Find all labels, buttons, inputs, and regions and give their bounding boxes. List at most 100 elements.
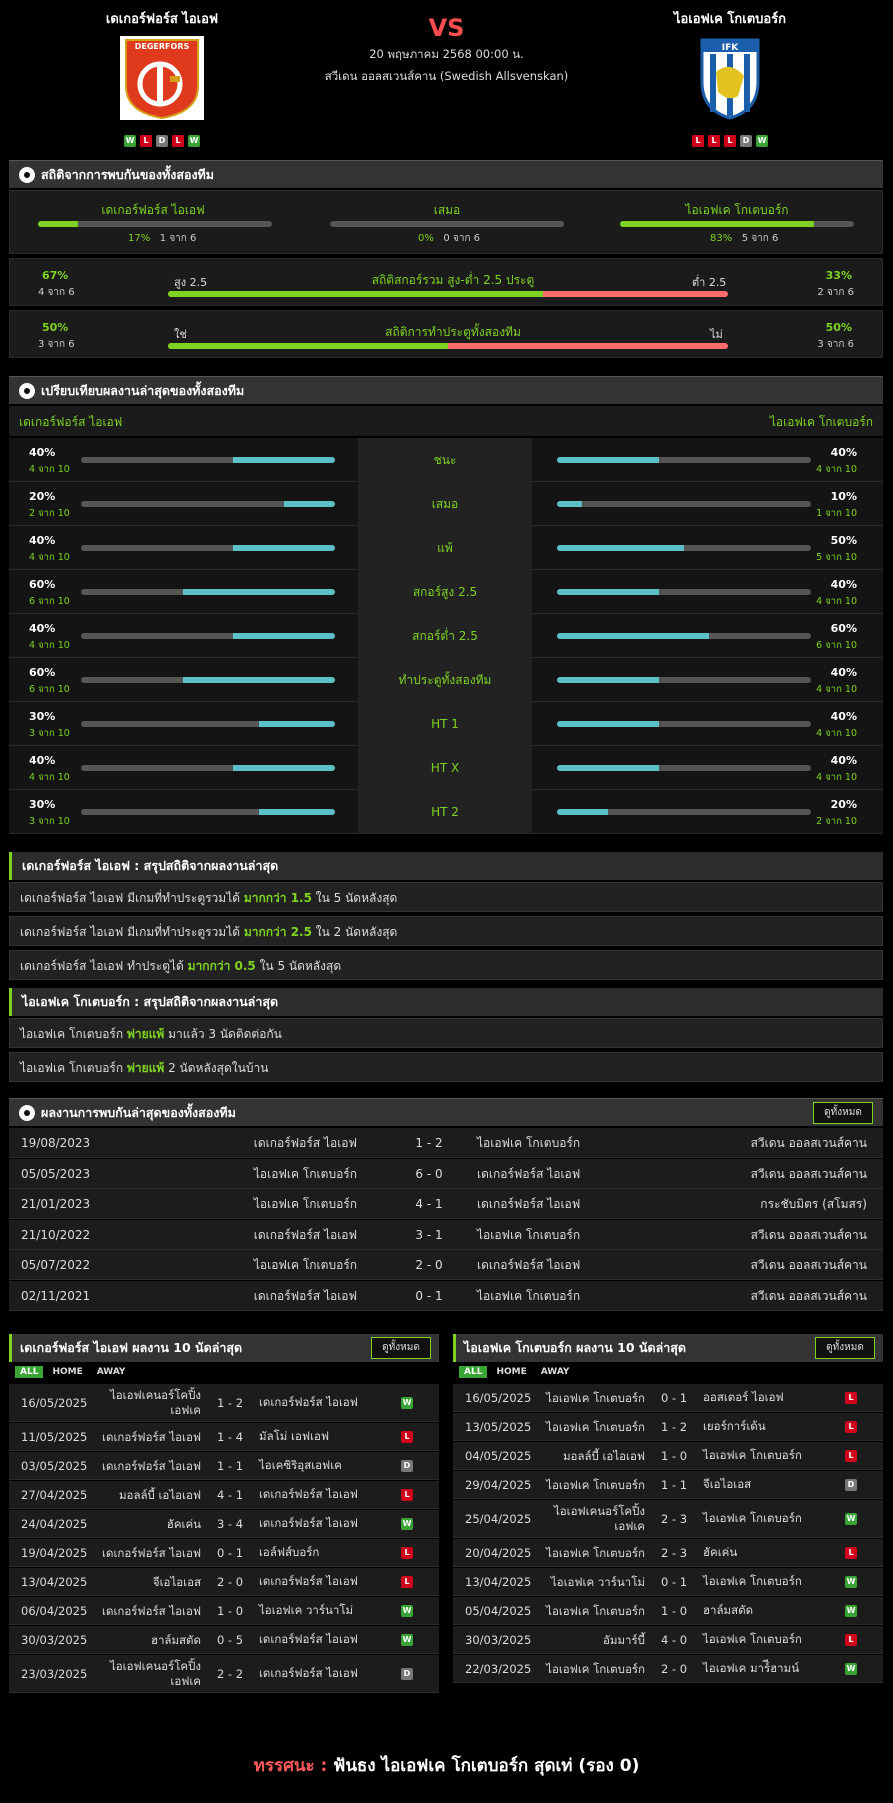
last10-away: เดเกอร์ฟอร์ส ไอเอฟ [259,1574,358,1588]
last10-home: มอลล์บี้ เอไอเอฟ [118,1487,201,1502]
last10-home: ไอเอฟเค โกเตบอร์ก [546,1419,645,1434]
last10-score: 4 - 1 [216,1488,244,1502]
compare-away-count: 4 จาก 10 [816,684,857,695]
result-badge: L [845,1450,857,1462]
last10-row[interactable]: 27/04/2025 มอลล์บี้ เอไอเอฟ 4 - 1 เดเกอร์ฟอ… [9,1481,439,1509]
tab-home[interactable]: HOME [496,1367,527,1377]
last10-away: เดเกอร์ฟอร์ส ไอเอฟ [259,1395,358,1409]
result-badge: W [401,1605,413,1617]
h2h-score: 2 - 0 [415,1258,443,1272]
last10-row[interactable]: 19/04/2025 เดเกอร์ฟอร์ส ไอเอฟ 0 - 1 เอล์ฟส์… [9,1539,439,1567]
btts-left-pct: 50% [42,321,69,334]
tab-all[interactable]: ALL [459,1366,488,1378]
last10-away-view-all-button[interactable]: ดูทั้งหมด [815,1337,875,1359]
last10-row[interactable]: 11/05/2025 เดเกอร์ฟอร์ส ไอเอฟ 1 - 4 มัลโม่ … [9,1423,439,1451]
last10-row[interactable]: 20/04/2025 ไอเอฟเค โกเตบอร์ก 2 - 3 ฮัคเค่น L [453,1539,883,1567]
last10-date: 20/04/2025 [465,1546,532,1560]
last10-row[interactable]: 13/05/2025 ไอเอฟเค โกเตบอร์ก 1 - 2 เยอร์การ… [453,1413,883,1441]
football-icon [19,1104,35,1121]
compare-away-bar [557,721,811,727]
last10-row[interactable]: 29/04/2025 ไอเอฟเค โกเตบอร์ก 1 - 1 จีเอไอเอ… [453,1471,883,1499]
tab-all[interactable]: ALL [15,1366,44,1378]
last10-score: 0 - 5 [216,1633,244,1647]
last10-home: ไอเอฟเคนอร์โคปิ้ง เอฟเค [553,1504,645,1533]
compare-home-pct: 40% [29,446,56,459]
tab-away[interactable]: AWAY [540,1367,570,1377]
last10-row[interactable]: 13/04/2025 จีเอไอเอส 2 - 0 เดเกอร์ฟอร์ส ไอเ… [9,1568,439,1596]
h2h-row[interactable]: 21/01/2023 ไอเอฟเค โกเตบอร์ก 4 - 1 เดเกอร์ฟ… [9,1189,883,1219]
h2h-stats-title: สถิติจากการพบกันของทั้งสองทีม [41,166,215,182]
h2h-row[interactable]: 02/11/2021 เดเกอร์ฟอร์ส ไอเอฟ 0 - 1 ไอเอฟเค… [9,1280,883,1311]
summary-away-title: ไอเอฟเค โกเตบอร์ก : สรุปสถิติจากผลงานล่า… [9,988,883,1016]
last10-away: ไอเอฟเค มาร์ีฮามน์ [703,1661,800,1675]
h2h-comp: กระชับมิตร (สโมสร) [760,1197,867,1211]
tab-home[interactable]: HOME [52,1367,83,1377]
compare-home-pct: 30% [29,798,56,811]
h2h-date: 02/11/2021 [21,1288,91,1303]
last10-home: ไอเอฟเค โกเตบอร์ก [546,1477,645,1492]
h2h-row[interactable]: 05/05/2023 ไอเอฟเค โกเตบอร์ก 6 - 0 เดเกอร์ฟ… [9,1158,883,1189]
h2h-row[interactable]: 05/07/2022 ไอเอฟเค โกเตบอร์ก 2 - 0 เดเกอร์ฟ… [9,1250,883,1280]
form-badge: L [724,135,736,147]
last10-home: ไอเอฟเค โกเตบอร์ก [546,1390,645,1405]
compare-label: สกอร์สูง 2.5 [358,570,532,614]
last10-away: ฮัคเค่น [703,1545,738,1559]
last10-row[interactable]: 05/04/2025 ไอเอฟเค โกเตบอร์ก 1 - 0 ฮาล์มสตั… [453,1597,883,1625]
last10-score: 2 - 3 [660,1546,688,1560]
h2h-score: 4 - 1 [415,1197,443,1211]
last10-away: ไอเอฟเค โกเตบอร์ก [703,1632,802,1646]
last10-away: ออสเตอร์ ไอเอฟ [703,1390,784,1404]
last10-row[interactable]: 30/03/2025 อัมมาร์บี้ 4 - 0 ไอเอฟเค โกเตบอร… [453,1626,883,1654]
last10-date: 13/04/2025 [21,1575,88,1589]
last10-row[interactable]: 22/03/2025 ไอเอฟเค โกเตบอร์ก 2 - 0 ไอเอฟเค … [453,1655,883,1683]
tab-away[interactable]: AWAY [96,1367,126,1377]
ou-left-label: สูง 2.5 [174,276,208,289]
h2h-comp: สวีเดน ออลสเวนส์คาน [750,1288,867,1303]
h2h-row[interactable]: 19/08/2023 เดเกอร์ฟอร์ส ไอเอฟ 1 - 2 ไอเอฟเค… [9,1128,883,1158]
last10-row[interactable]: 06/04/2025 เดเกอร์ฟอร์ส ไอเอฟ 1 - 0 ไอเอฟเค… [9,1597,439,1625]
last10-row[interactable]: 04/05/2025 มอลล์บี้ เอไอเอฟ 1 - 0 ไอเอฟเค โ… [453,1442,883,1470]
football-icon [19,382,35,399]
summary-row: ไอเอฟเค โกเตบอร์ก พ่ายแพ้ มาแล้ว 3 นัดติ… [9,1018,883,1048]
btts-right-label: ไม่ [710,328,723,341]
result-badge: W [845,1605,857,1617]
compare-home-count: 4 จาก 10 [29,552,70,563]
summary-text: เดเกอร์ฟอร์ส ไอเอฟ มีเกมที่ทำประตูรวมได้ [20,925,244,939]
match-datetime: 20 พฤษภาคม 2568 00:00 น. [369,47,524,61]
compare-home-name: เดเกอร์ฟอร์ส ไอเอฟ [19,415,123,429]
last10-date: 04/05/2025 [465,1449,532,1463]
btts-title: สถิติการทำประตูทั้งสองทีม [385,325,521,339]
last10-row[interactable]: 16/05/2025 ไอเอฟเคนอร์โคปิ้ง เอฟเค 1 - 2 เด… [9,1384,439,1422]
last10-home-tabs: ALL HOME AWAY [15,1366,130,1378]
compare-home-count: 2 จาก 10 [29,508,70,519]
last10-home: เดเกอร์ฟอร์ส ไอเอฟ [102,1545,201,1560]
last10-row[interactable]: 30/03/2025 ฮาล์มสตัด 0 - 5 เดเกอร์ฟอร์ส ไอเ… [9,1626,439,1654]
last10-row[interactable]: 25/04/2025 ไอเอฟเคนอร์โคปิ้ง เอฟเค 2 - 3 ไอ… [453,1500,883,1538]
last10-home: ไอเอฟเคนอร์โคปิ้ง เอฟเค [109,1659,201,1688]
last10-away-title: ไอเอฟเค โกเตบอร์ก ผลงาน 10 นัดล่าสุด ดูท… [453,1334,883,1362]
last10-row[interactable]: 24/04/2025 ฮัคเค่น 3 - 4 เดเกอร์ฟอร์ส ไอเอฟ… [9,1510,439,1538]
last10-away: มัลโม่ เอฟเอฟ [259,1429,329,1443]
last10-row[interactable]: 16/05/2025 ไอเอฟเค โกเตบอร์ก 0 - 1 ออสเตอร์… [453,1384,883,1412]
h2h-row[interactable]: 21/10/2022 เดเกอร์ฟอร์ส ไอเอฟ 3 - 1 ไอเอฟเค… [9,1219,883,1250]
last10-score: 1 - 2 [660,1420,688,1434]
last10-home-view-all-button[interactable]: ดูทั้งหมด [371,1337,431,1359]
last10-away: จีเอไอเอส [703,1477,752,1491]
compare-team-row: เดเกอร์ฟอร์ส ไอเอฟ ไอเอฟเค โกเตบอร์ก [9,406,883,436]
last10-row[interactable]: 13/04/2025 ไอเอฟเค วาร์นาโม่ 0 - 1 ไอเอฟเค … [453,1568,883,1596]
compare-row: 40% 4 จาก 10 HT X 40% 4 จาก 10 [9,746,883,790]
result-badge: W [401,1397,413,1409]
last10-row[interactable]: 03/05/2025 เดเกอร์ฟอร์ส ไอเอฟ 1 - 1 ไอเคซิร… [9,1452,439,1480]
h2h-away-count: 5 จาก 6 [741,233,779,244]
h2h-away: ไอเอฟเค โกเตบอร์ก [477,1136,581,1150]
h2h-view-all-button[interactable]: ดูทั้งหมด [813,1102,873,1124]
last10-score: 1 - 0 [660,1449,688,1463]
last10-date: 16/05/2025 [465,1391,532,1405]
match-league: สวีเดน ออลสเวนส์คาน (Swedish Allsvenskan… [324,69,569,83]
last10-row[interactable]: 23/03/2025 ไอเอฟเคนอร์โคปิ้ง เอฟเค 2 - 2 เด… [9,1655,439,1693]
last10-away: ไอเอฟเค โกเตบอร์ก [703,1511,802,1525]
svg-text:IFK: IFK [722,43,739,53]
h2h-date: 19/08/2023 [21,1136,91,1150]
